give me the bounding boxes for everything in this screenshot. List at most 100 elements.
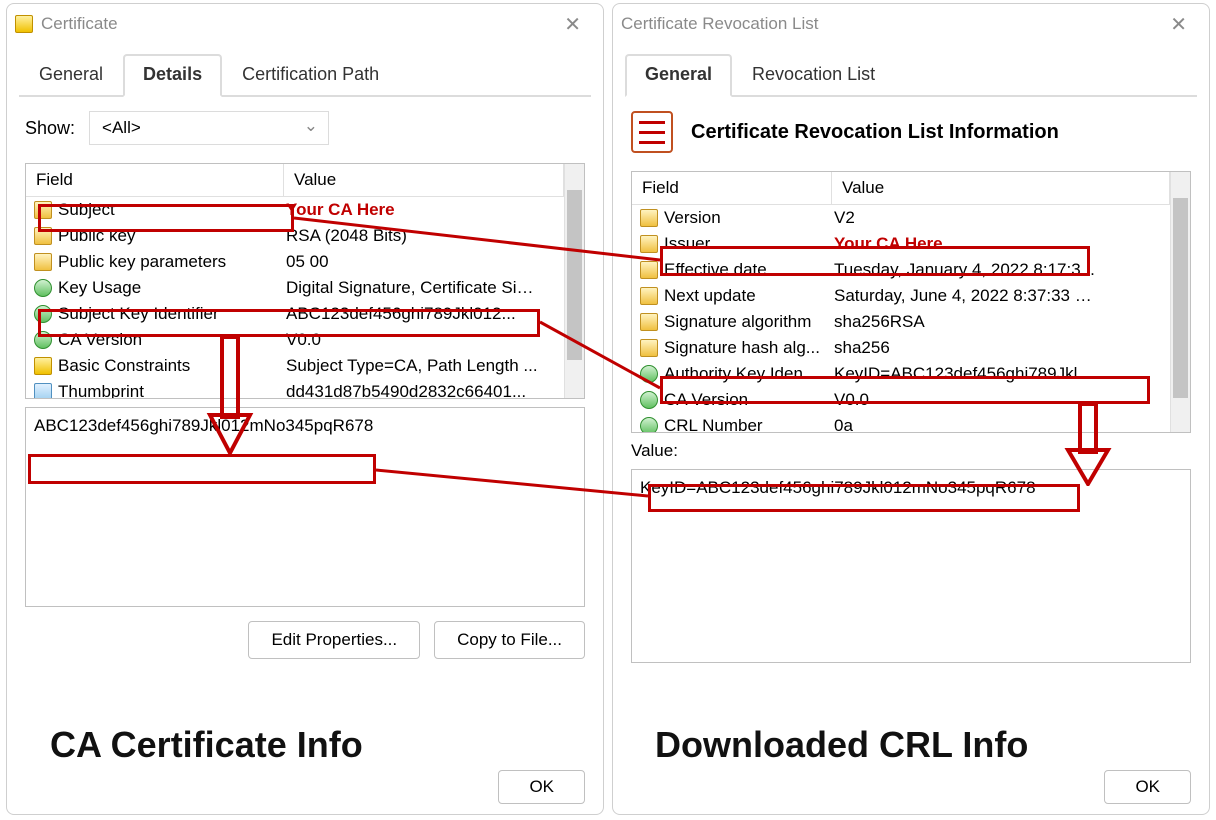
table-row[interactable]: Signature hash alg...sha256 <box>632 335 1170 361</box>
tab-strip: General Details Certification Path <box>19 54 591 97</box>
value-cell: dd431d87b5490d2832c66401... <box>286 379 540 398</box>
detail-value: KeyID=ABC123def456ghi789Jkl012mNo345pqR6… <box>640 478 1036 497</box>
prop-icon <box>640 313 658 331</box>
prop-icon <box>640 235 658 253</box>
ext-icon <box>34 305 52 323</box>
value-label: Value: <box>631 441 1191 461</box>
col-value[interactable]: Value <box>284 164 564 196</box>
table-row[interactable]: Basic ConstraintsSubject Type=CA, Path L… <box>26 353 564 379</box>
prop-icon <box>34 253 52 271</box>
show-select[interactable]: <All> <box>89 111 329 145</box>
value-cell: KeyID=ABC123def456ghi789Jkl012... <box>834 361 1096 387</box>
field-cell: Signature algorithm <box>664 309 834 335</box>
value-cell: 05 00 <box>286 249 540 275</box>
field-cell: Version <box>664 205 834 231</box>
show-label: Show: <box>25 118 75 139</box>
close-icon[interactable]: ✕ <box>554 10 591 39</box>
field-cell: Subject Key Identifier <box>58 301 286 327</box>
field-list[interactable]: Field Value VersionV2IssuerYour CA HereE… <box>631 171 1191 433</box>
field-cell: Signature hash alg... <box>664 335 834 361</box>
col-field[interactable]: Field <box>26 164 284 196</box>
value-cell: RSA (2048 Bits) <box>286 223 540 249</box>
window-title: Certificate <box>41 14 118 34</box>
value-cell: ABC123def456ghi789Jkl012... <box>286 301 540 327</box>
field-list[interactable]: Field Value SubjectYour CA HerePublic ke… <box>25 163 585 399</box>
field-cell: CA Version <box>664 387 834 413</box>
value-cell: sha256 <box>834 335 1096 361</box>
field-cell: CRL Number <box>664 413 834 432</box>
certificate-icon <box>15 15 33 33</box>
value-cell: sha256RSA <box>834 309 1096 335</box>
field-cell: Issuer <box>664 231 834 257</box>
value-cell: V0.0 <box>286 327 540 353</box>
scrollbar[interactable] <box>564 164 584 398</box>
copy-to-file-button[interactable]: Copy to File... <box>434 621 585 659</box>
col-field[interactable]: Field <box>632 172 832 204</box>
table-row[interactable]: Thumbprintdd431d87b5490d2832c66401... <box>26 379 564 398</box>
value-box: KeyID=ABC123def456ghi789Jkl012mNo345pqR6… <box>631 469 1191 663</box>
table-row[interactable]: Public keyRSA (2048 Bits) <box>26 223 564 249</box>
value-cell: Your CA Here <box>286 197 540 223</box>
tab-details[interactable]: Details <box>123 54 222 97</box>
edit-properties-button[interactable]: Edit Properties... <box>248 621 420 659</box>
prop-icon <box>34 227 52 245</box>
certificate-dialog: Certificate ✕ General Details Certificat… <box>6 3 604 815</box>
prop-icon <box>640 287 658 305</box>
tab-general[interactable]: General <box>19 54 123 97</box>
crl-heading: Certificate Revocation List Information <box>691 121 1059 144</box>
ext-icon <box>640 417 658 432</box>
tab-general[interactable]: General <box>625 54 732 97</box>
tab-revocation-list[interactable]: Revocation List <box>732 54 895 97</box>
table-row[interactable]: Key UsageDigital Signature, Certificate … <box>26 275 564 301</box>
close-icon[interactable]: ✕ <box>1160 10 1197 39</box>
ext-icon <box>34 331 52 349</box>
table-row[interactable]: Next updateSaturday, June 4, 2022 8:37:3… <box>632 283 1170 309</box>
scrollbar[interactable] <box>1170 172 1190 432</box>
field-cell: Subject <box>58 197 286 223</box>
col-value[interactable]: Value <box>832 172 1170 204</box>
left-caption: CA Certificate Info <box>50 724 363 766</box>
value-cell: Your CA Here <box>834 231 1096 257</box>
table-row[interactable]: CRL Number0a <box>632 413 1170 432</box>
ok-button[interactable]: OK <box>498 770 585 804</box>
prop-icon <box>34 201 52 219</box>
table-row[interactable]: IssuerYour CA Here <box>632 231 1170 257</box>
field-cell: Public key parameters <box>58 249 286 275</box>
tab-strip: General Revocation List <box>625 54 1197 97</box>
field-cell: Thumbprint <box>58 379 286 398</box>
table-row[interactable]: Effective dateTuesday, January 4, 2022 8… <box>632 257 1170 283</box>
value-cell: Tuesday, January 4, 2022 8:17:3... <box>834 257 1096 283</box>
table-row[interactable]: CA VersionV0.0 <box>26 327 564 353</box>
value-cell: Saturday, June 4, 2022 8:37:33 PM <box>834 283 1096 309</box>
prop-icon <box>640 261 658 279</box>
table-row[interactable]: Signature algorithmsha256RSA <box>632 309 1170 335</box>
table-row[interactable]: CA VersionV0.0 <box>632 387 1170 413</box>
detail-value: ABC123def456ghi789Jkl012mNo345pqR678 <box>34 416 373 435</box>
field-cell: CA Version <box>58 327 286 353</box>
value-box: ABC123def456ghi789Jkl012mNo345pqR678 <box>25 407 585 607</box>
field-cell: Public key <box>58 223 286 249</box>
titlebar: Certificate ✕ <box>7 4 603 44</box>
window-title: Certificate Revocation List <box>621 14 818 34</box>
table-row[interactable]: SubjectYour CA Here <box>26 197 564 223</box>
doc-icon <box>34 383 52 398</box>
field-cell: Key Usage <box>58 275 286 301</box>
ext-icon <box>640 391 658 409</box>
warn-icon <box>34 357 52 375</box>
field-cell: Authority Key Iden... <box>664 361 834 387</box>
prop-icon <box>640 339 658 357</box>
value-cell: 0a <box>834 413 1096 432</box>
value-cell: V0.0 <box>834 387 1096 413</box>
table-row[interactable]: VersionV2 <box>632 205 1170 231</box>
table-row[interactable]: Public key parameters05 00 <box>26 249 564 275</box>
tab-certpath[interactable]: Certification Path <box>222 54 399 97</box>
ok-button[interactable]: OK <box>1104 770 1191 804</box>
ext-icon <box>640 365 658 383</box>
crl-dialog: Certificate Revocation List ✕ General Re… <box>612 3 1210 815</box>
titlebar: Certificate Revocation List ✕ <box>613 4 1209 44</box>
table-row[interactable]: Authority Key Iden...KeyID=ABC123def456g… <box>632 361 1170 387</box>
table-row[interactable]: Subject Key IdentifierABC123def456ghi789… <box>26 301 564 327</box>
field-cell: Effective date <box>664 257 834 283</box>
right-caption: Downloaded CRL Info <box>655 724 1028 766</box>
value-cell: Subject Type=CA, Path Length ... <box>286 353 540 379</box>
